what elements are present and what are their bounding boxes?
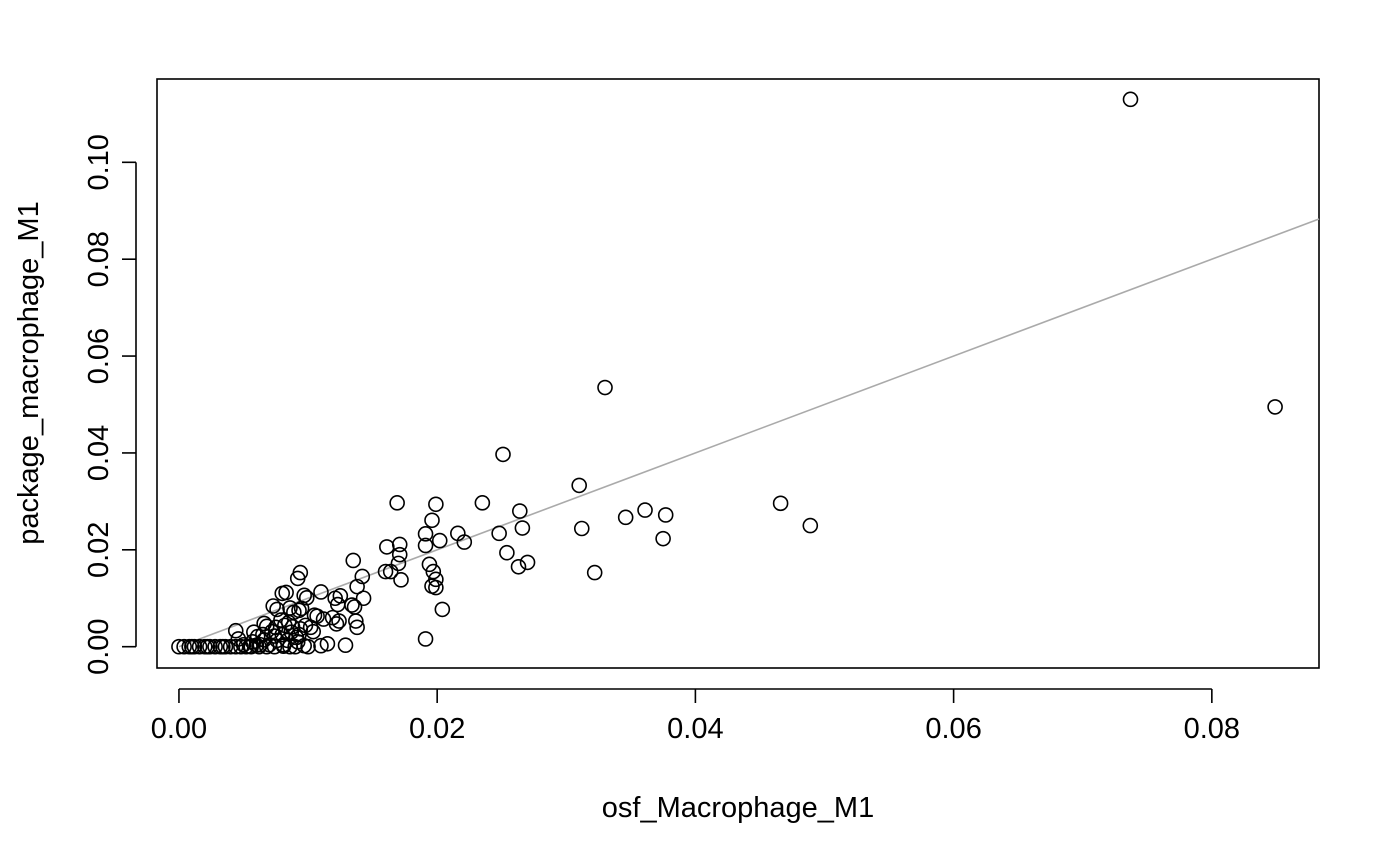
y-tick-label: 0.10 <box>83 134 115 190</box>
y-axis-title: package_macrophage_M1 <box>13 201 45 544</box>
data-point <box>772 495 789 512</box>
data-point <box>1122 91 1139 108</box>
data-point <box>282 638 298 655</box>
data-point <box>495 446 511 463</box>
reference-line-layer <box>178 218 1320 648</box>
data-point <box>514 520 531 536</box>
y-tick-label: 0.08 <box>83 231 115 287</box>
data-point <box>391 546 408 563</box>
data-point <box>393 572 409 588</box>
data-point <box>349 619 365 636</box>
data-point <box>417 631 434 647</box>
data-point <box>345 552 362 569</box>
data-point <box>313 584 329 600</box>
data-point <box>233 638 249 655</box>
data-point <box>802 517 819 534</box>
data-point <box>329 596 346 613</box>
data-point <box>573 520 590 537</box>
plot-frame <box>156 78 1320 669</box>
data-point <box>319 635 336 652</box>
y-tick-label: 0.06 <box>83 328 115 384</box>
x-tick-label: 0.04 <box>667 713 723 745</box>
data-point <box>377 563 394 580</box>
data-point <box>227 622 244 639</box>
data-point <box>215 638 231 655</box>
data-point <box>222 638 239 655</box>
data-point <box>207 638 223 655</box>
data-point <box>199 638 216 655</box>
data-point <box>256 615 272 632</box>
data-point <box>1267 399 1283 415</box>
x-axis: 0.00 0.02 0.04 0.06 0.08 <box>151 688 1240 745</box>
data-point <box>382 563 399 580</box>
data-point <box>349 578 365 595</box>
x-tick-label: 0.00 <box>151 713 207 745</box>
data-point <box>456 534 473 550</box>
data-point <box>284 619 301 635</box>
data-point <box>191 638 208 655</box>
data-point <box>258 638 275 655</box>
data-point <box>269 601 285 618</box>
data-point <box>266 638 283 655</box>
data-point <box>571 477 587 494</box>
data-point <box>274 585 291 602</box>
data-point <box>491 525 507 542</box>
data-point <box>300 638 316 655</box>
data-point <box>424 512 440 529</box>
data-point <box>637 502 653 518</box>
data-point <box>519 554 536 571</box>
data-point <box>417 537 434 554</box>
data-point <box>313 637 329 654</box>
data-point <box>597 379 613 396</box>
data-point <box>474 495 491 511</box>
data-point <box>265 598 282 614</box>
x-tick-label: 0.06 <box>925 713 981 745</box>
data-point <box>586 564 603 581</box>
data-point <box>389 495 405 511</box>
data-point <box>379 539 395 555</box>
y-axis: 0.00 0.02 0.04 0.06 0.08 0.10 <box>83 134 137 675</box>
data-point <box>617 509 634 526</box>
data-point <box>176 638 192 655</box>
data-point <box>251 638 267 655</box>
data-point <box>417 526 434 542</box>
data-point <box>355 590 372 607</box>
data-point <box>428 579 444 596</box>
data-point <box>512 503 528 519</box>
x-axis-title: osf_Macrophage_M1 <box>602 792 874 824</box>
data-point <box>184 638 200 655</box>
reference-line <box>178 218 1320 648</box>
data-point <box>655 530 671 547</box>
data-point <box>243 638 260 655</box>
data-point <box>238 638 254 655</box>
data-point <box>434 601 451 618</box>
data-point <box>431 532 448 549</box>
data-point <box>510 558 527 575</box>
data-point <box>657 507 674 523</box>
x-tick-label: 0.08 <box>1184 713 1240 745</box>
y-tick-label: 0.04 <box>83 425 115 481</box>
data-point <box>289 570 306 587</box>
data-point <box>287 638 303 655</box>
y-tick-label: 0.00 <box>83 618 115 674</box>
data-point <box>390 555 407 572</box>
data-point <box>421 556 438 573</box>
data-point <box>171 638 187 655</box>
data-point <box>293 600 310 617</box>
y-tick-label: 0.02 <box>83 522 115 578</box>
points-layer <box>171 91 1283 655</box>
data-point <box>499 544 515 561</box>
data-point <box>348 613 364 629</box>
data-point <box>354 568 371 585</box>
data-point <box>227 638 244 655</box>
data-point <box>428 496 444 513</box>
data-point <box>337 637 354 654</box>
data-point <box>246 624 262 640</box>
x-tick-label: 0.02 <box>409 713 465 745</box>
